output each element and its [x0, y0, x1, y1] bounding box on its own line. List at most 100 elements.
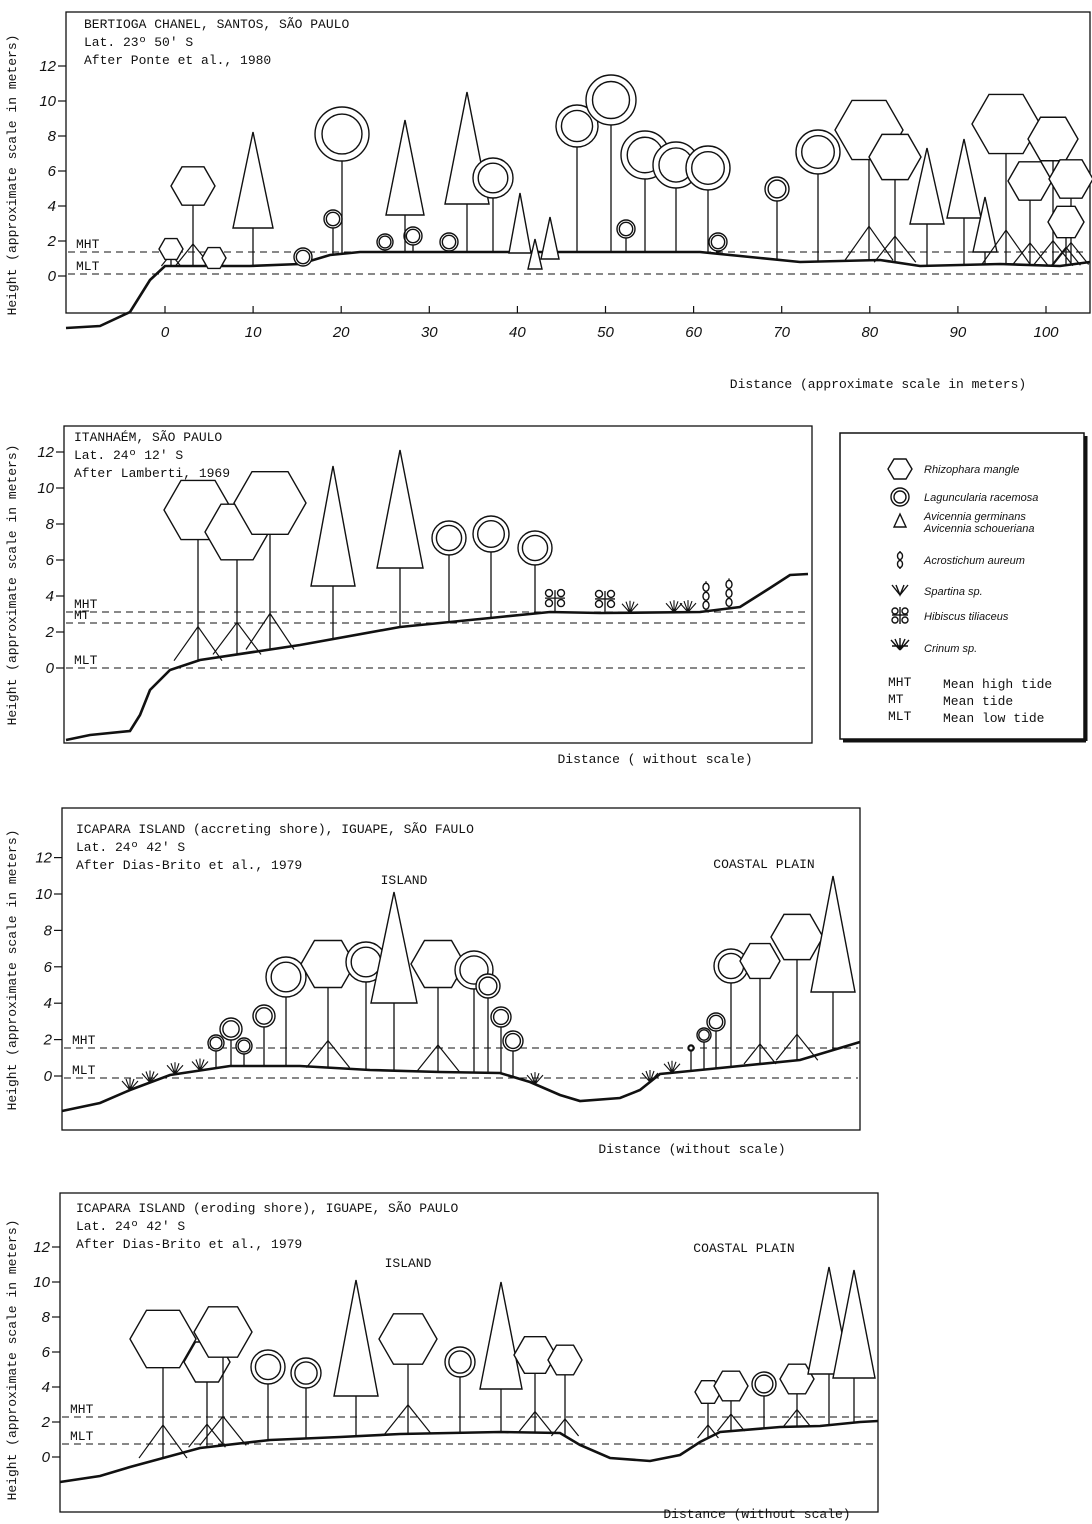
laguncularia [593, 82, 630, 119]
panel-title: BERTIOGA CHANEL, SANTOS, SÃO PAULO [84, 17, 349, 32]
y-tick-label: 6 [46, 552, 55, 569]
hibiscus [608, 590, 615, 597]
legend-symbol [894, 491, 906, 503]
y-tick-label: 12 [37, 444, 54, 461]
hibiscus [608, 600, 615, 607]
y-tick-label: 0 [48, 268, 57, 285]
laguncularia [619, 222, 632, 235]
legend-abbr: MT [888, 692, 904, 707]
laguncularia [326, 212, 339, 225]
region-label: COASTAL PLAIN [693, 1241, 794, 1256]
hibiscus [546, 590, 553, 597]
y-tick-label: 4 [44, 995, 52, 1012]
y-axis-label: Height (approximate scale in meters) [5, 830, 20, 1111]
legend-label: Rhizophara mangle [924, 464, 1019, 476]
y-tick-label: 4 [42, 1379, 50, 1396]
tide-label: MHT [76, 237, 100, 252]
tide-label: MLT [74, 653, 98, 668]
y-tick-label: 10 [35, 886, 52, 903]
x-tick-label: 40 [509, 324, 526, 341]
legend-label: Acrostichum aureum [923, 555, 1025, 567]
laguncularia [478, 163, 508, 193]
hibiscus [596, 590, 603, 597]
panel-title: ICAPARA ISLAND (accreting shore), IGUAPE… [76, 822, 474, 837]
legend-meaning: Mean high tide [943, 677, 1052, 692]
profile-panel: BERTIOGA CHANEL, SANTOS, SÃO PAULO Lat. 2… [5, 12, 1092, 392]
laguncularia [478, 521, 505, 548]
acrostichum [703, 601, 709, 609]
laguncularia [271, 962, 301, 992]
panel-title: After Dias-Brito et al., 1979 [76, 858, 302, 873]
legend-symbol [888, 459, 912, 479]
legend-label: Crinum sp. [924, 643, 977, 655]
legend-label: Avicennia germinans [923, 511, 1026, 523]
laguncularia [449, 1351, 471, 1373]
x-axis-label: Distance (approximate scale in meters) [730, 377, 1026, 392]
profile-panel: ICAPARA ISLAND (accreting shore), IGUAPE… [5, 808, 860, 1157]
y-tick-label: 0 [46, 660, 55, 677]
laguncularia [442, 235, 455, 248]
y-tick-label: 6 [44, 959, 53, 976]
legend-abbr: MHT [888, 675, 912, 690]
y-tick-label: 10 [37, 480, 54, 497]
panel-title: Lat. 23º 50' S [84, 35, 193, 50]
laguncularia [479, 977, 497, 995]
plant [726, 578, 732, 608]
laguncularia [506, 1034, 521, 1049]
laguncularia [322, 114, 362, 154]
y-tick-label: 8 [42, 1309, 51, 1326]
legend: Rhizophara mangle Laguncularia racemosa … [840, 433, 1086, 741]
acrostichum [703, 583, 709, 591]
rhizophora [159, 239, 183, 260]
tide-label: MHT [70, 1402, 94, 1417]
y-tick-label: 10 [33, 1274, 50, 1291]
y-tick-label: 6 [48, 163, 57, 180]
y-tick-label: 4 [46, 588, 54, 605]
panel-title: After Ponte et al., 1980 [84, 53, 271, 68]
tide-label: MHT [72, 1033, 96, 1048]
laguncularia [768, 180, 786, 198]
legend-label: Laguncularia racemosa [924, 492, 1038, 504]
plant [202, 248, 226, 269]
laguncularia [755, 1375, 773, 1393]
x-tick-label: 0 [161, 324, 170, 341]
y-tick-label: 4 [48, 198, 56, 215]
laguncularia [802, 136, 835, 169]
laguncularia [379, 236, 391, 248]
panel-title: After Dias-Brito et al., 1979 [76, 1237, 302, 1252]
legend-symbol [892, 607, 908, 624]
y-tick-label: 0 [44, 1068, 53, 1085]
laguncularia [295, 1362, 317, 1384]
laguncularia [256, 1008, 272, 1024]
region-label: COASTAL PLAIN [713, 857, 814, 872]
x-axis-label: Distance ( without scale) [557, 752, 752, 767]
laguncularia [494, 1010, 509, 1025]
laguncularia [406, 229, 419, 242]
laguncularia [718, 953, 743, 978]
tide-label: MLT [70, 1429, 94, 1444]
laguncularia [351, 947, 381, 977]
laguncularia [561, 110, 592, 141]
y-tick-label: 2 [47, 233, 57, 250]
laguncularia [709, 1015, 722, 1028]
x-tick-label: 30 [421, 324, 438, 341]
legend-meaning: Mean low tide [943, 711, 1044, 726]
panel-title: Lat. 24º 42' S [76, 1219, 185, 1234]
rhizophora [202, 248, 226, 269]
legend-label: Avicennia schoueriana [923, 523, 1034, 535]
panel-title: Lat. 24º 42' S [76, 840, 185, 855]
y-axis-label: Height (approximate scale in meters) [5, 445, 20, 726]
y-tick-label: 8 [44, 922, 53, 939]
acrostichum [726, 589, 732, 597]
laguncularia [223, 1021, 239, 1037]
y-tick-label: 12 [35, 850, 52, 867]
tide-label: MLT [72, 1063, 96, 1078]
plant [440, 233, 458, 252]
legend-label: Hibiscus tiliaceus [924, 611, 1009, 623]
acrostichum [726, 580, 732, 588]
y-tick-label: 12 [39, 58, 56, 75]
x-tick-label: 100 [1033, 324, 1059, 341]
y-axis-label: Height (approximate scale in meters) [5, 35, 20, 316]
laguncularia [692, 152, 725, 185]
